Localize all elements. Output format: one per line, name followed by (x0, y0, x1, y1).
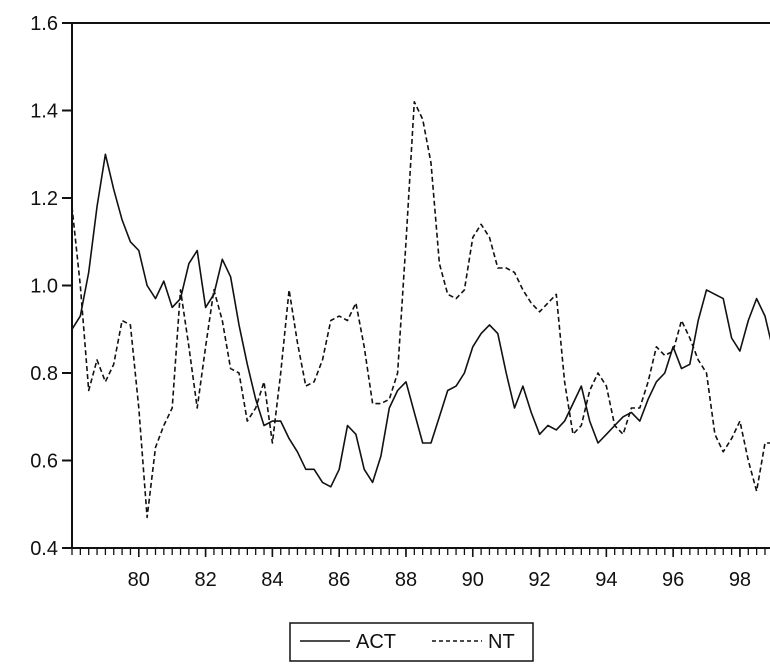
series-layer (72, 101, 770, 519)
plot-frame (71, 22, 770, 549)
x-tick-label-2: 84 (261, 569, 283, 591)
y-axis-ticks: 0.4 0.6 0.8 1.0 1.2 1.4 1.6 (30, 13, 72, 560)
x-tick-label-4: 88 (395, 569, 417, 591)
legend-label-nt: NT (488, 631, 515, 653)
x-tick-label-8: 96 (662, 569, 684, 591)
y-tick-label-5: 1.4 (30, 101, 58, 123)
y-tick-label-2: 0.8 (30, 363, 58, 385)
y-tick-label-6: 1.6 (30, 13, 58, 35)
x-tick-label-7: 94 (595, 569, 617, 591)
legend-label-act: ACT (356, 631, 396, 653)
x-tick-label-0: 80 (128, 569, 150, 591)
series-line-act (72, 153, 770, 488)
x-axis-ticks: 80 82 84 86 88 90 92 94 96 98 (71, 548, 766, 591)
legend-box (289, 622, 534, 662)
x-tick-label-1: 82 (194, 569, 216, 591)
x-tick-label-3: 86 (328, 569, 350, 591)
y-tick-label-4: 1.2 (30, 188, 58, 210)
legend: ACT NT (289, 622, 534, 662)
y-tick-label-1: 0.6 (30, 451, 58, 473)
series-line-nt (72, 101, 770, 519)
x-tick-label-6: 92 (528, 569, 550, 591)
y-tick-label-0: 0.4 (30, 538, 58, 560)
y-tick-label-3: 1.0 (30, 276, 58, 298)
x-tick-label-5: 90 (462, 569, 484, 591)
x-tick-label-9: 98 (729, 569, 751, 591)
